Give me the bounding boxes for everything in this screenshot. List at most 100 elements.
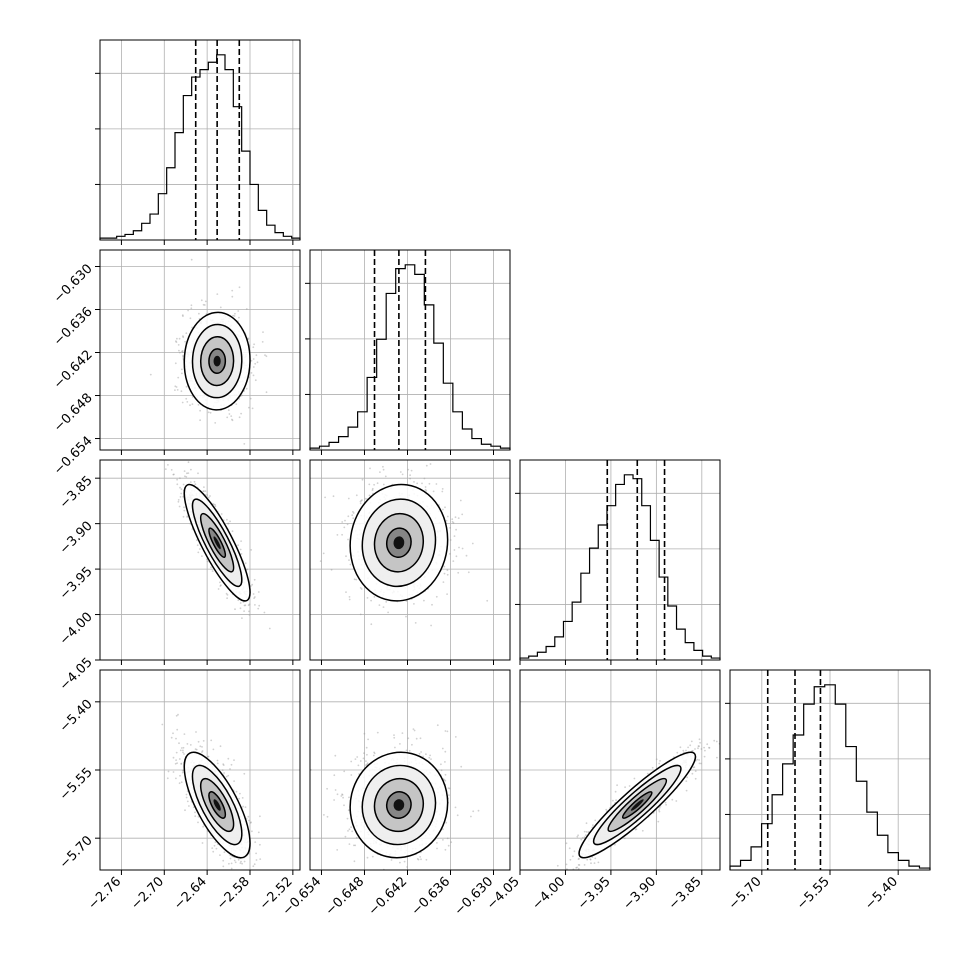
sample-point [334,754,337,757]
sample-point [399,861,401,864]
sample-point [343,770,346,773]
sample-point [201,555,203,557]
sample-point [252,346,255,349]
sample-point [444,773,447,776]
sample-point [360,588,363,590]
sample-point [347,830,349,832]
sample-point [180,762,183,765]
sample-point [403,860,406,863]
sample-point [198,548,201,550]
sample-point [192,806,195,809]
sample-point [421,482,423,485]
sample-point [185,793,188,796]
sample-point [239,607,242,610]
sample-point [457,571,460,574]
sample-point [238,286,241,289]
sample-point [458,546,460,549]
sample-point [412,728,415,730]
sample-point [467,571,470,574]
sample-point [180,368,183,371]
sample-point [222,764,225,766]
sample-point [179,774,181,777]
sample-point [239,548,242,551]
sample-point [408,749,411,752]
sample-point [243,610,246,612]
sample-point [193,480,196,483]
sample-point [177,713,179,716]
sample-point [348,796,350,799]
sample-point [197,740,200,743]
sample-point [440,763,442,766]
sample-point [177,344,180,346]
sample-point [353,578,356,581]
sample-point [186,800,189,803]
sample-point [180,747,183,749]
sample-point [186,516,189,518]
sample-point [332,495,335,498]
sample-point [259,815,261,818]
sample-point [190,307,193,310]
sample-point [177,499,180,501]
sample-point [577,834,579,837]
sample-point [319,560,322,562]
sample-point [416,482,419,485]
sample-point [175,340,177,343]
sample-point [359,502,362,505]
sample-point [180,488,183,491]
sample-point [354,844,357,847]
sample-point [227,774,230,777]
sample-point [449,553,451,555]
sample-point [228,862,230,865]
sample-point [345,555,347,558]
sample-point [436,847,438,850]
sample-point [454,516,457,519]
sample-point [227,522,229,525]
sample-point [177,376,180,379]
sample-point [201,751,203,753]
sample-point [241,617,243,619]
sample-point [254,596,256,598]
sample-point [347,538,349,541]
sample-point [333,774,336,777]
sample-point [371,489,374,491]
sample-point [326,787,328,790]
sample-point [178,505,181,508]
sample-point [201,842,204,844]
sample-point [263,611,266,614]
sample-point [183,470,186,472]
panel-frame [309,669,511,871]
sample-point [186,515,189,517]
sample-point [219,585,222,587]
sample-point [241,862,244,865]
sample-point [226,597,229,600]
sample-point [416,858,419,860]
sample-point [200,299,203,302]
sample-point [698,759,700,761]
sample-point [268,627,271,630]
sample-point [185,796,188,799]
sample-point [394,746,396,749]
sample-point [455,528,457,531]
sample-point [182,335,184,337]
sample-point [465,554,468,557]
sample-point [382,606,385,608]
sample-point [215,847,218,850]
sample-point [486,599,489,602]
histogram-2 [519,474,721,660]
sample-point [336,849,339,851]
sample-point [176,728,179,731]
sample-point [187,472,190,474]
sample-point [178,758,181,760]
sample-point [186,472,188,475]
sample-point [471,542,474,545]
sample-point [182,515,185,518]
sample-point [186,401,189,403]
sample-point [250,359,253,362]
density-peak [393,536,405,550]
sample-point [222,763,225,765]
sample-point [196,539,198,542]
sample-point [252,366,255,368]
sample-point [692,749,694,752]
sample-point [207,755,210,758]
sample-point [250,549,253,551]
